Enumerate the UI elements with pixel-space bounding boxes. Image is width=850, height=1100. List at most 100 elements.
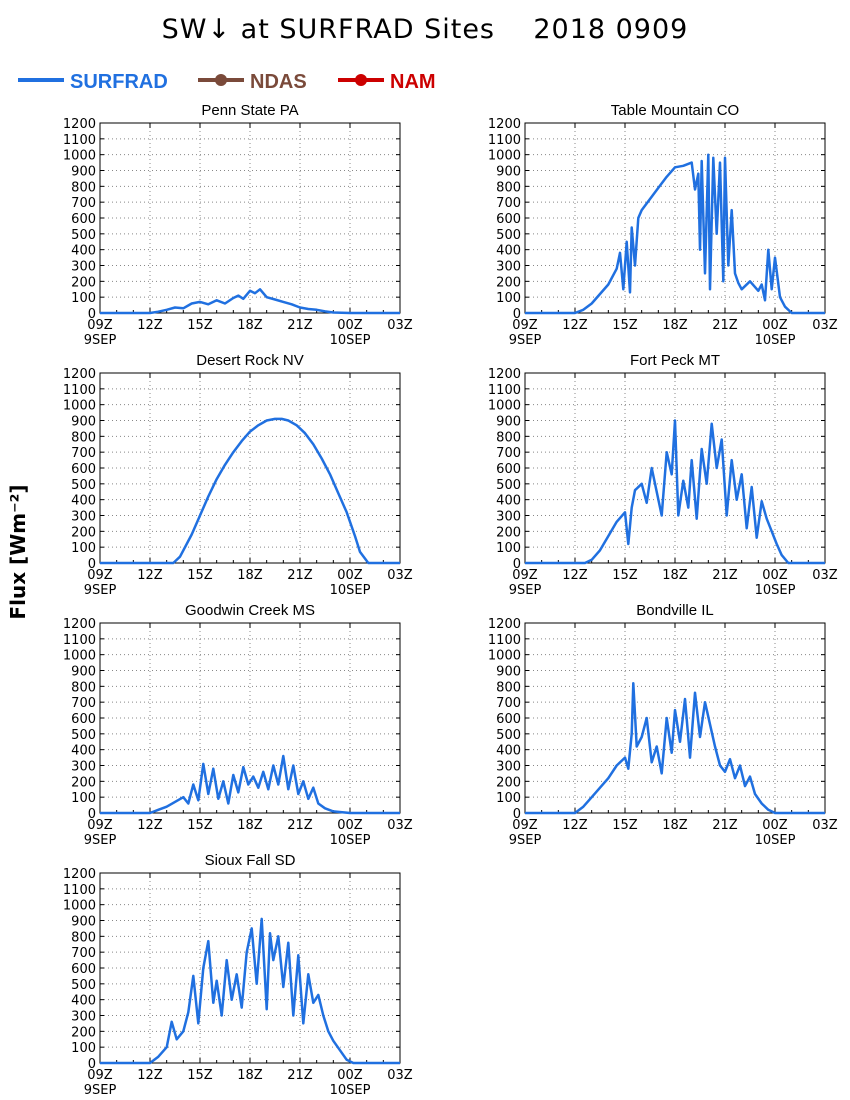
series-line-surfrad — [525, 419, 825, 565]
y-tick-label: 1000 — [63, 399, 96, 414]
legend: SURFRAD NDAS NAM — [18, 71, 436, 93]
x-tick-label: 12Z — [137, 568, 163, 583]
x-date-label: 9SEP — [84, 1083, 117, 1098]
y-tick-label: 900 — [496, 415, 521, 430]
y-tick-label: 300 — [496, 260, 521, 275]
series-line-surfrad — [100, 288, 400, 315]
x-tick-label: 18Z — [662, 568, 688, 583]
y-tick-label: 0 — [88, 1057, 96, 1072]
x-tick-label: 15Z — [612, 318, 638, 333]
y-tick-label: 200 — [71, 525, 96, 540]
x-date-label: 9SEP — [509, 833, 542, 848]
y-tick-label: 1200 — [63, 367, 96, 382]
x-tick-label: 12Z — [562, 568, 588, 583]
y-tick-label: 600 — [71, 462, 96, 477]
y-tick-label: 400 — [496, 744, 521, 759]
legend-marker-ndas — [215, 74, 227, 86]
x-date-label: 9SEP — [509, 333, 542, 348]
legend-marker-nam — [355, 74, 367, 86]
x-tick-label: 00Z — [337, 318, 363, 333]
y-tick-label: 800 — [496, 180, 521, 195]
legend-label-surfrad: SURFRAD — [70, 71, 168, 93]
y-tick-label: 0 — [513, 557, 521, 572]
chart-panel: Goodwin Creek MS 010020030040050060070080… — [63, 602, 413, 848]
x-tick-label: 21Z — [287, 1068, 313, 1083]
y-tick-label: 1100 — [63, 383, 96, 398]
y-tick-label: 700 — [71, 196, 96, 211]
y-tick-label: 1100 — [488, 633, 521, 648]
y-tick-label: 700 — [71, 446, 96, 461]
x-tick-label: 09Z — [87, 1068, 113, 1083]
y-tick-label: 0 — [513, 307, 521, 322]
y-tick-label: 800 — [71, 180, 96, 195]
y-tick-label: 1200 — [63, 617, 96, 632]
x-date-label: 9SEP — [509, 583, 542, 598]
y-tick-label: 900 — [496, 165, 521, 180]
legend-item-ndas: NDAS — [198, 71, 307, 93]
x-tick-label: 15Z — [187, 818, 213, 833]
x-tick-label: 15Z — [612, 568, 638, 583]
y-tick-label: 200 — [71, 1025, 96, 1040]
plot-frame — [524, 122, 826, 314]
legend-label-ndas: NDAS — [250, 71, 307, 93]
y-tick-label: 1000 — [63, 149, 96, 164]
y-tick-label: 1200 — [488, 117, 521, 132]
y-tick-label: 0 — [88, 307, 96, 322]
series-line-surfrad — [100, 417, 400, 565]
y-tick-label: 1100 — [488, 133, 521, 148]
y-tick-label: 200 — [496, 775, 521, 790]
y-tick-label: 500 — [496, 478, 521, 493]
chart-title: Bondville IL — [636, 602, 714, 619]
x-tick-label: 00Z — [337, 568, 363, 583]
y-tick-label: 700 — [496, 446, 521, 461]
y-tick-label: 500 — [496, 728, 521, 743]
y-tick-label: 300 — [71, 260, 96, 275]
x-date-label: 10SEP — [330, 333, 371, 348]
x-date-label: 9SEP — [84, 833, 117, 848]
y-tick-label: 100 — [496, 541, 521, 556]
x-tick-label: 00Z — [337, 818, 363, 833]
x-date-label: 10SEP — [330, 833, 371, 848]
y-tick-label: 800 — [496, 430, 521, 445]
y-tick-label: 900 — [71, 915, 96, 930]
y-tick-label: 900 — [71, 665, 96, 680]
plot-frame — [99, 622, 401, 814]
legend-item-nam: NAM — [338, 71, 436, 93]
x-date-label: 9SEP — [84, 583, 117, 598]
x-tick-label: 15Z — [187, 318, 213, 333]
y-tick-label: 1100 — [63, 883, 96, 898]
y-tick-label: 300 — [71, 760, 96, 775]
y-tick-label: 700 — [496, 196, 521, 211]
x-tick-label: 12Z — [137, 818, 163, 833]
x-tick-label: 12Z — [137, 1068, 163, 1083]
y-tick-label: 1000 — [488, 149, 521, 164]
x-tick-label: 09Z — [87, 818, 113, 833]
x-tick-label: 00Z — [762, 318, 788, 333]
x-tick-label: 03Z — [387, 568, 413, 583]
y-tick-label: 0 — [513, 807, 521, 822]
y-tick-label: 100 — [71, 291, 96, 306]
y-tick-label: 600 — [71, 712, 96, 727]
x-tick-label: 18Z — [237, 318, 263, 333]
chart-title: Goodwin Creek MS — [185, 602, 315, 619]
chart-panel: Bondville IL 0100200300400500600700800900… — [488, 602, 838, 848]
y-tick-label: 100 — [71, 791, 96, 806]
y-tick-label: 200 — [496, 525, 521, 540]
y-tick-label: 500 — [71, 978, 96, 993]
plot-frame — [99, 122, 401, 314]
y-tick-label: 200 — [71, 775, 96, 790]
plot-frame — [524, 622, 826, 814]
chart-panel: Desert Rock NV01002003004005006007008009… — [63, 352, 413, 598]
y-tick-label: 800 — [71, 430, 96, 445]
plot-frame — [99, 372, 401, 564]
x-tick-label: 15Z — [187, 568, 213, 583]
chart-title: Desert Rock NV — [196, 352, 304, 369]
y-tick-label: 1000 — [488, 399, 521, 414]
y-tick-label: 1100 — [63, 633, 96, 648]
chart-panel: Table Mountain CO 01002003004005006007008… — [488, 102, 838, 348]
x-tick-label: 21Z — [712, 818, 738, 833]
x-tick-label: 21Z — [712, 568, 738, 583]
x-tick-label: 21Z — [712, 318, 738, 333]
x-tick-label: 12Z — [562, 318, 588, 333]
